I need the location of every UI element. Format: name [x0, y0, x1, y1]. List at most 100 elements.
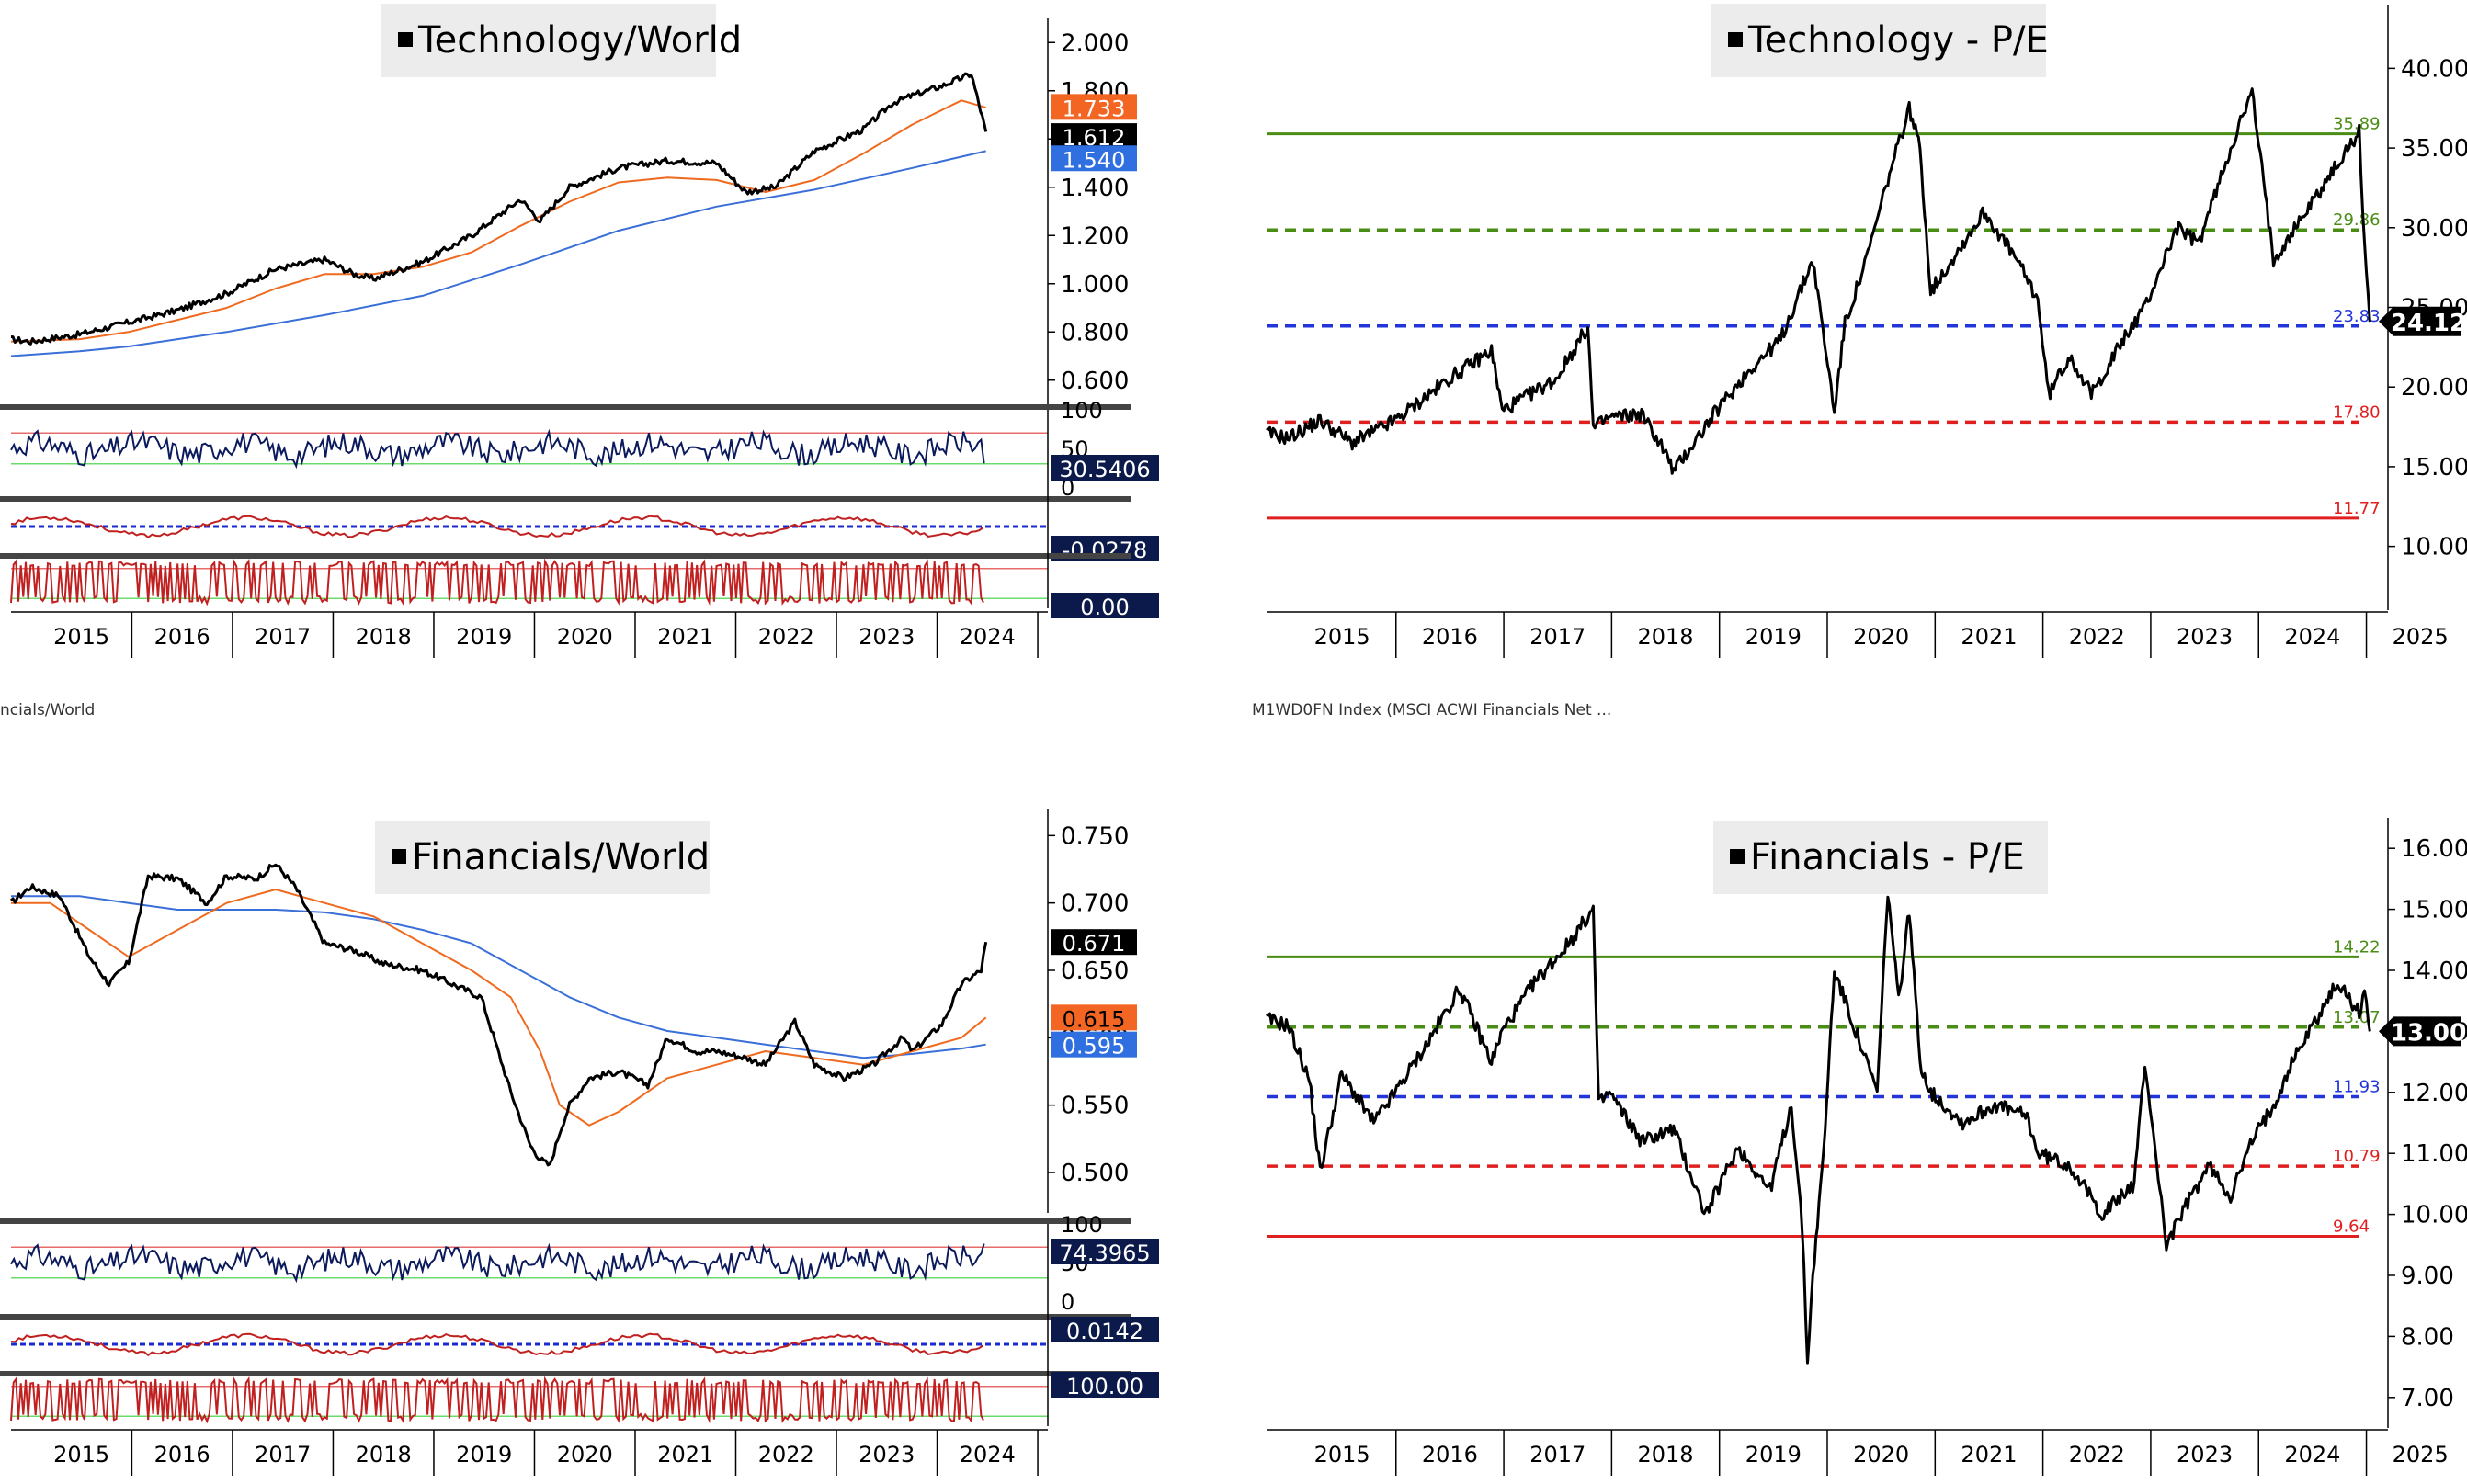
tech_world-sub-tag	[1051, 455, 1159, 481]
fin_world-rsi-tick-label: 100	[1061, 1212, 1103, 1238]
fin_world-sub-tag-label: 100.00	[1066, 1374, 1143, 1399]
tech_world-sub-tag-label: -0.0278	[1063, 538, 1148, 563]
fin_pe-y-tick-label: 15.00	[2401, 897, 2467, 924]
fin_pe-y-tick-label: 11.00	[2401, 1140, 2467, 1168]
tech_world-x-label: 2024	[960, 624, 1016, 650]
fin_pe-y-tick-label: 10.00	[2401, 1202, 2467, 1229]
fin_pe-stat-label: 9.64	[2333, 1218, 2370, 1237]
tech_pe-x-label: 2021	[1961, 624, 2017, 650]
tech_pe-y-tick-label: 20.00	[2401, 374, 2467, 402]
fin_pe-x-label: 2017	[1529, 1442, 1586, 1467]
tech_world-macd-line	[10, 515, 984, 539]
tech_pe-y-tick-label: 40.00	[2401, 55, 2467, 83]
tech_world-x-label: 2017	[255, 624, 311, 650]
fin_world-series-line	[11, 895, 986, 1059]
tech_pe-stat-label: 35.89	[2333, 115, 2381, 134]
fin_pe-title-square-icon	[1730, 849, 1745, 864]
fin_world-y-tick-label: 0.750	[1061, 822, 1129, 850]
tech_world-y-tick-label: 1.200	[1061, 222, 1129, 250]
tech_pe-y-tick-label: 30.00	[2401, 215, 2467, 243]
tech_pe-value-tag-label: 24.12	[2391, 310, 2466, 337]
fin_world-x-label: 2017	[255, 1442, 311, 1467]
fin_pe-x-label: 2025	[2393, 1442, 2449, 1467]
fin_pe-x-label: 2023	[2177, 1442, 2233, 1467]
fin_world-sub-tag	[1051, 1317, 1159, 1342]
tech_pe-x-label: 2019	[1745, 624, 1802, 650]
fin_world-value-tag-label: 0.615	[1063, 1006, 1126, 1032]
tech_world-title-bg	[381, 4, 716, 77]
tech_world-title: Technology/World	[417, 19, 742, 62]
tech_world-x-label: 2015	[53, 624, 109, 650]
fin_pe-x-label: 2016	[1422, 1442, 1478, 1467]
fin_pe-x-label: 2024	[2284, 1442, 2340, 1467]
tech_world-sub-tag-label: 30.5406	[1059, 457, 1150, 482]
tech_world-value-tag-label: 1.540	[1063, 147, 1126, 173]
fin_world-series-line	[11, 889, 987, 1127]
fin_world-sub-tag-label: 74.3965	[1059, 1240, 1150, 1266]
tech_world-value-tag	[1051, 145, 1137, 172]
chart-tech_world: 0.6000.8001.0001.2001.4001.6001.8002.000…	[0, 4, 1159, 658]
tech_world-value-tag	[1051, 123, 1137, 150]
fin_pe-title-bg	[1713, 821, 2048, 894]
tech_world-x-label: 2022	[758, 624, 814, 650]
tech_pe-x-label: 2017	[1529, 624, 1586, 650]
tech_pe-title: Technology - P/E	[1747, 19, 2049, 62]
fin_world-x-label: 2022	[758, 1442, 814, 1467]
fin_world-title-bg	[375, 821, 710, 894]
fin_pe-x-label: 2021	[1961, 1442, 2017, 1467]
tech_pe-x-label: 2018	[1637, 624, 1693, 650]
fin_pe-stat-label: 10.79	[2333, 1147, 2381, 1166]
tech_world-rsi-line	[10, 428, 985, 470]
fin_world-value-tag	[1051, 1031, 1137, 1058]
tech_pe-y-tick-label: 10.00	[2401, 534, 2467, 561]
fin_pe-x-label: 2015	[1314, 1442, 1370, 1467]
tech_world-x-label: 2019	[456, 624, 512, 650]
fin_world-series-line	[9, 863, 988, 1167]
fin_pe-y-tick-label: 16.00	[2401, 835, 2467, 863]
tech_pe-x-label: 2024	[2284, 624, 2340, 650]
fin_world-x-label: 2016	[154, 1442, 210, 1467]
fin_pe-stat-label: 14.22	[2333, 937, 2381, 957]
fin_world-stoch-line	[10, 1376, 984, 1424]
tech_pe-series-line	[1266, 87, 2371, 475]
fin_world-panel-divider	[0, 1218, 1131, 1224]
tech_pe-title-bg	[1711, 4, 2046, 77]
fin_pe-value-tag	[2379, 1016, 2461, 1047]
fin_pe-y-tick-label: 12.00	[2401, 1080, 2467, 1107]
fin_world-value-tag-label: 0.671	[1063, 931, 1126, 957]
tech_world-y-tick-label: 1.400	[1061, 175, 1129, 202]
fin_world-value-tag	[1051, 1004, 1137, 1031]
tech_world-panel-divider	[0, 404, 1131, 410]
caption-left: ncials/World	[0, 701, 95, 719]
caption-right: M1WD0FN Index (MSCI ACWI Financials Net …	[1252, 701, 1611, 719]
fin_pe-value-tag-label: 13.00	[2391, 1019, 2466, 1047]
fin_world-rsi-line	[10, 1242, 985, 1284]
tech_pe-stat-label: 29.86	[2333, 210, 2381, 230]
tech_world-value-tag	[1051, 94, 1137, 120]
fin_world-x-label: 2023	[858, 1442, 915, 1467]
fin_pe-y-tick-label: 7.00	[2401, 1385, 2454, 1412]
tech_world-value-tag-label: 1.733	[1063, 96, 1126, 121]
tech_world-x-label: 2016	[154, 624, 210, 650]
fin_pe-y-tick-label: 9.00	[2401, 1263, 2454, 1290]
tech_pe-x-label: 2025	[2393, 624, 2449, 650]
tech_world-panel-divider	[0, 496, 1131, 502]
fin_world-y-tick-label: 0.550	[1061, 1093, 1129, 1120]
tech_world-x-label: 2021	[657, 624, 713, 650]
fin_pe-stat-label: 11.93	[2333, 1077, 2381, 1096]
tech_pe-stat-label: 23.83	[2333, 307, 2381, 326]
tech_pe-stat-label: 17.80	[2333, 402, 2381, 422]
fin_world-y-tick-label: 0.700	[1061, 890, 1129, 918]
chart-tech_pe: 10.0015.0020.0025.0030.0035.0040.0035.89…	[1266, 4, 2467, 658]
fin_world-x-label: 2015	[53, 1442, 109, 1467]
fin_world-title: Financials/World	[412, 836, 710, 878]
tech_pe-x-label: 2023	[2177, 624, 2233, 650]
tech_pe-x-label: 2016	[1422, 624, 1478, 650]
tech_world-x-label: 2018	[356, 624, 412, 650]
tech_world-y-tick-label: 2.000	[1061, 29, 1129, 57]
tech_pe-y-tick-label: 15.00	[2401, 454, 2467, 481]
fin_world-value-tag	[1051, 929, 1137, 956]
fin_world-y-tick-label: 0.500	[1061, 1160, 1129, 1187]
tech_world-series-line	[10, 99, 986, 343]
chart-fin_world: 0.5000.5500.6000.6500.7000.7500.6710.615…	[0, 809, 1159, 1476]
